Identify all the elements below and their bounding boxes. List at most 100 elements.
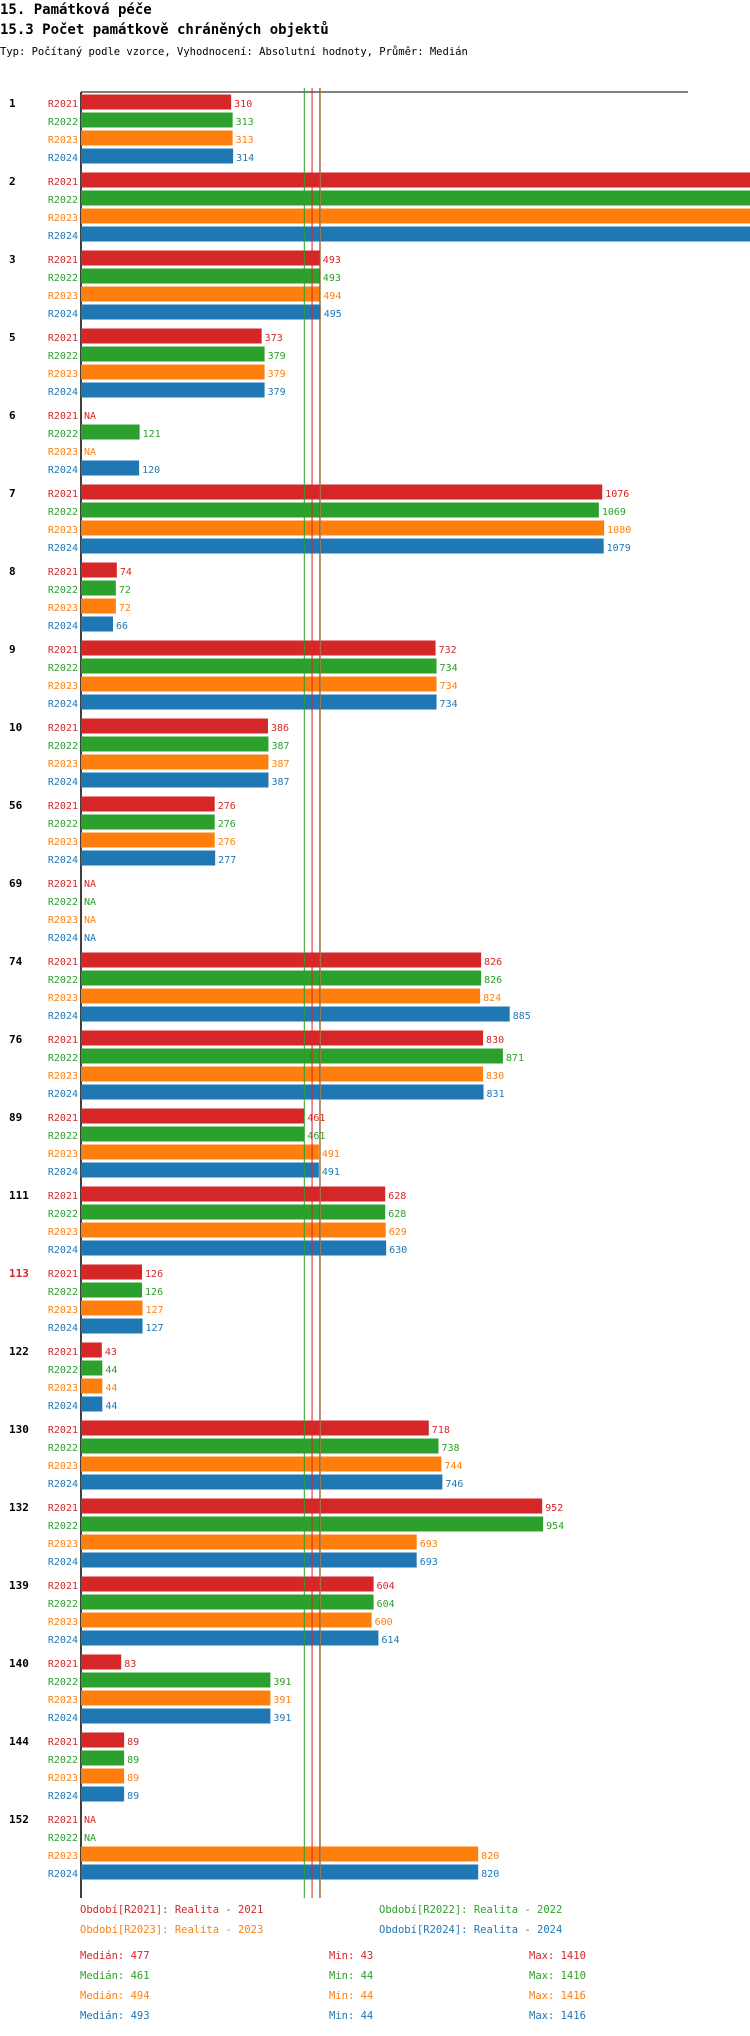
bar: [81, 598, 116, 614]
stat-max: Max: 1410: [529, 1970, 586, 1982]
bar: [81, 1846, 479, 1862]
series-label: R2021: [48, 255, 78, 266]
series-label: R2024: [48, 1713, 78, 1724]
bar: [81, 1654, 122, 1670]
group-label: 140: [9, 1657, 29, 1670]
bar: [81, 1126, 305, 1142]
bar: [81, 754, 269, 770]
bar: [81, 1162, 319, 1178]
bar: [81, 1342, 102, 1358]
series-label: R2023: [48, 603, 78, 614]
bar: [81, 208, 750, 224]
bar: [81, 1318, 143, 1334]
value-label: 387: [271, 741, 289, 752]
value-label: 379: [268, 387, 286, 398]
series-label: R2024: [48, 1869, 78, 1880]
bar: [81, 676, 437, 692]
series-label: R2022: [48, 1443, 78, 1454]
page-title-section: 15. Památková péče: [0, 2, 152, 18]
series-label: R2024: [48, 1011, 78, 1022]
series-label: R2021: [48, 1425, 78, 1436]
value-label: 1080: [607, 525, 631, 536]
bar: [81, 1786, 125, 1802]
series-label: R2022: [48, 507, 78, 518]
bar: [81, 268, 320, 284]
bar: [81, 1552, 417, 1568]
series-label: R2021: [48, 1113, 78, 1124]
value-label: 493: [323, 273, 341, 284]
value-label: 693: [420, 1539, 438, 1550]
group-label: 89: [9, 1111, 22, 1124]
value-label: 820: [481, 1869, 499, 1880]
series-label: R2022: [48, 1755, 78, 1766]
series-label: R2022: [48, 1833, 78, 1844]
bar: [81, 832, 215, 848]
series-label: R2024: [48, 1401, 78, 1412]
series-label: R2023: [48, 1461, 78, 1472]
bar: [81, 1612, 372, 1628]
bar: [81, 988, 481, 1004]
series-label: R2022: [48, 819, 78, 830]
stat-median: Medián: 493: [80, 2010, 150, 2022]
value-label: 89: [127, 1791, 139, 1802]
stat-min: Min: 44: [329, 1970, 374, 1982]
value-label: 379: [268, 369, 286, 380]
series-label: R2022: [48, 1521, 78, 1532]
series-label: R2021: [48, 567, 78, 578]
series-label: R2021: [48, 1269, 78, 1280]
value-label: 746: [445, 1479, 463, 1490]
stat-max: Max: 1410: [529, 1950, 586, 1962]
series-label: R2023: [48, 525, 78, 536]
series-label: R2024: [48, 1635, 78, 1646]
bar: [81, 1222, 386, 1238]
series-label: R2022: [48, 351, 78, 362]
series-label: R2024: [48, 933, 78, 944]
legend-item: Období[R2021]: Realita - 2021: [80, 1904, 264, 1916]
series-label: R2022: [48, 1131, 78, 1142]
group-label: 74: [9, 955, 23, 968]
value-label: 734: [440, 699, 458, 710]
series-label: R2023: [48, 213, 78, 224]
bar: [81, 1690, 271, 1706]
value-label: 493: [323, 255, 341, 266]
bar: [81, 1108, 305, 1124]
bar: [81, 382, 265, 398]
chart-subtitle: Typ: Počítaný podle vzorce, Vyhodnocení:…: [0, 46, 468, 58]
series-label: R2023: [48, 1227, 78, 1238]
value-label: 831: [487, 1089, 505, 1100]
series-label: R2023: [48, 993, 78, 1004]
bar: [81, 328, 262, 344]
series-label: R2022: [48, 1677, 78, 1688]
value-label: 66: [116, 621, 128, 632]
value-label: 824: [483, 993, 501, 1004]
legend-item: Období[R2024]: Realita - 2024: [379, 1924, 563, 1936]
bar: [81, 1750, 125, 1766]
bar: [81, 1300, 143, 1316]
bar: [81, 1378, 103, 1394]
series-label: R2023: [48, 1539, 78, 1550]
bar: [81, 616, 113, 632]
value-label: 314: [236, 153, 254, 164]
stat-max: Max: 1416: [529, 2010, 586, 2022]
series-label: R2023: [48, 1383, 78, 1394]
value-label: 830: [486, 1071, 504, 1082]
bar: [81, 562, 117, 578]
value-label: 310: [234, 99, 252, 110]
series-label: R2022: [48, 1287, 78, 1298]
value-label: 604: [377, 1581, 395, 1592]
series-label: R2024: [48, 153, 78, 164]
series-label: R2024: [48, 621, 78, 632]
series-label: R2021: [48, 1347, 78, 1358]
series-label: R2024: [48, 855, 78, 866]
series-label: R2023: [48, 1617, 78, 1628]
bar: [81, 1084, 484, 1100]
value-label: 89: [127, 1737, 139, 1748]
bar: [81, 346, 265, 362]
value-label: 44: [105, 1401, 117, 1412]
value-label: 373: [265, 333, 283, 344]
series-label: R2024: [48, 1089, 78, 1100]
value-label: 628: [388, 1191, 406, 1202]
bar: [81, 1264, 143, 1280]
bar: [81, 424, 140, 440]
bar: [81, 1186, 386, 1202]
